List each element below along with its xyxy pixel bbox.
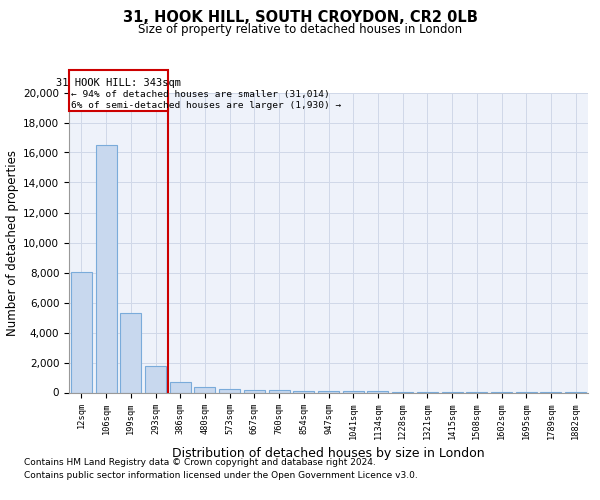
Text: Size of property relative to detached houses in London: Size of property relative to detached ho… — [138, 24, 462, 36]
Bar — [120, 313, 141, 392]
Text: Contains HM Land Registry data © Crown copyright and database right 2024.: Contains HM Land Registry data © Crown c… — [24, 458, 376, 467]
Bar — [194, 387, 215, 392]
Bar — [343, 391, 364, 392]
Text: Contains public sector information licensed under the Open Government Licence v3: Contains public sector information licen… — [24, 470, 418, 480]
Bar — [244, 390, 265, 392]
Text: 31, HOOK HILL, SOUTH CROYDON, CR2 0LB: 31, HOOK HILL, SOUTH CROYDON, CR2 0LB — [122, 10, 478, 25]
FancyBboxPatch shape — [69, 70, 168, 110]
Text: 31 HOOK HILL: 343sqm: 31 HOOK HILL: 343sqm — [56, 78, 181, 88]
Bar — [318, 391, 339, 392]
Bar — [293, 390, 314, 392]
Text: ← 94% of detached houses are smaller (31,014): ← 94% of detached houses are smaller (31… — [71, 90, 330, 99]
Bar — [219, 388, 240, 392]
Bar — [170, 382, 191, 392]
Text: 6% of semi-detached houses are larger (1,930) →: 6% of semi-detached houses are larger (1… — [71, 101, 342, 110]
X-axis label: Distribution of detached houses by size in London: Distribution of detached houses by size … — [172, 448, 485, 460]
Y-axis label: Number of detached properties: Number of detached properties — [6, 150, 19, 336]
Bar — [95, 145, 116, 392]
Bar — [269, 390, 290, 392]
Bar — [145, 366, 166, 392]
Bar — [71, 272, 92, 392]
